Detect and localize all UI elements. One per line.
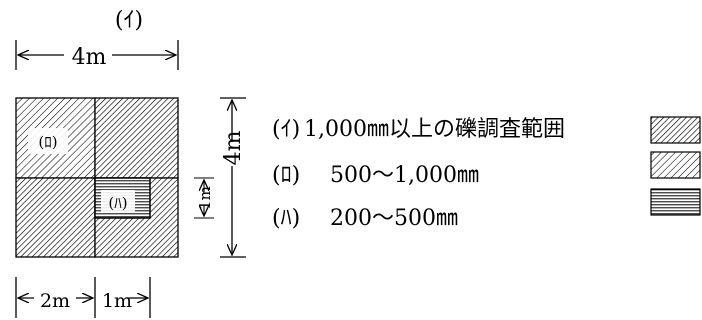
bottom-dimension-right-label: 1m <box>102 290 132 312</box>
legend-text-i: 1,000㎜以上の礫調査範囲 <box>304 117 565 142</box>
legend-marker-ro: (ﾛ) <box>272 163 300 188</box>
top-dimension: 4m <box>15 40 179 70</box>
right-dimension-label: 4m <box>221 130 246 165</box>
top-dimension-label: 4m <box>72 45 107 70</box>
legend-swatch-horizontal <box>650 188 701 216</box>
legend-swatch-dense <box>650 116 701 144</box>
legend-marker-i: (ｲ) <box>272 117 300 142</box>
quadrant-top-right <box>94 97 179 179</box>
region-label-ro: (ﾛ) <box>38 133 57 151</box>
legend-marker-ha: (ﾊ) <box>272 206 300 231</box>
legend: (ｲ) 1,000㎜以上の礫調査範囲 (ﾛ) 500～1,000㎜ (ﾊ) 20… <box>272 116 701 231</box>
region-label-ha: (ﾊ) <box>108 194 127 212</box>
legend-text-ro: 500～1,000㎜ <box>330 163 479 188</box>
survey-square: (ﾛ) (ﾊ) <box>15 97 179 258</box>
bottom-dimensions: 2m 1m <box>15 277 151 318</box>
top-label: (ｲ) <box>115 8 143 33</box>
quadrant-bottom-left <box>15 177 96 258</box>
right-dimension: 4m <box>220 97 246 258</box>
bottom-dimension-left-label: 2m <box>40 290 70 312</box>
small-square-dimension: 1m <box>194 177 214 219</box>
legend-swatch-medium <box>650 151 701 179</box>
legend-text-ha: 200～500㎜ <box>330 206 458 231</box>
small-square-dimension-label: 1m <box>196 186 214 210</box>
